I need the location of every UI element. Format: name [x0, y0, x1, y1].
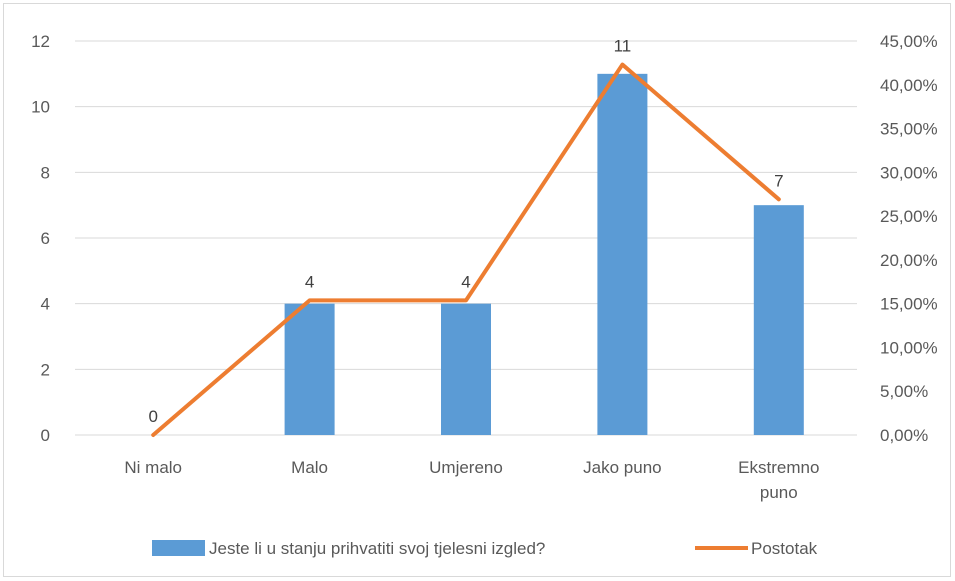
y-left-tick-label: 8 [41, 163, 50, 182]
x-tick-label: Malo [291, 458, 328, 477]
data-label: 4 [461, 272, 470, 291]
y-right-tick-label: 30,00% [880, 163, 938, 182]
y-right-tick-label: 10,00% [880, 338, 938, 357]
line-series-postotak [151, 62, 781, 437]
x-tick-label: Ekstremno [738, 458, 819, 477]
bar [441, 303, 491, 435]
data-label: 11 [614, 37, 632, 56]
y-right-tick-label: 0,00% [880, 426, 928, 445]
y-right-tick-label: 5,00% [880, 382, 928, 401]
y-left-tick-label: 6 [41, 229, 50, 248]
x-tick-label: puno [760, 483, 798, 502]
x-tick-label: Umjereno [429, 458, 503, 477]
bar [597, 73, 648, 435]
x-tick-label: Jako puno [583, 458, 661, 477]
y-right-tick-label: 15,00% [880, 295, 938, 314]
legend-swatch-bar [152, 540, 205, 556]
data-label: 4 [305, 272, 314, 291]
y-right-tick-label: 40,00% [880, 76, 938, 95]
x-tick-label: Ni malo [124, 458, 182, 477]
y-left-tick-label: 10 [31, 98, 50, 117]
y-right-tick-label: 35,00% [880, 120, 938, 139]
y-left-tick-label: 0 [41, 426, 50, 445]
legend-label-bar: Jeste li u stanju prihvatiti svoj tjeles… [209, 539, 545, 558]
y-left-tick-label: 12 [31, 32, 50, 51]
bar [753, 205, 804, 435]
y-right-tick-label: 25,00% [880, 207, 938, 226]
data-label: 7 [774, 171, 783, 190]
y-right-tick-label: 45,00% [880, 32, 938, 51]
y-left-tick-label: 4 [41, 295, 50, 314]
legend-label-line: Postotak [751, 539, 818, 558]
y-left-tick-label: 2 [41, 360, 50, 379]
y-right-tick-label: 20,00% [880, 251, 938, 270]
bar [284, 303, 335, 435]
data-label: 0 [148, 407, 157, 426]
